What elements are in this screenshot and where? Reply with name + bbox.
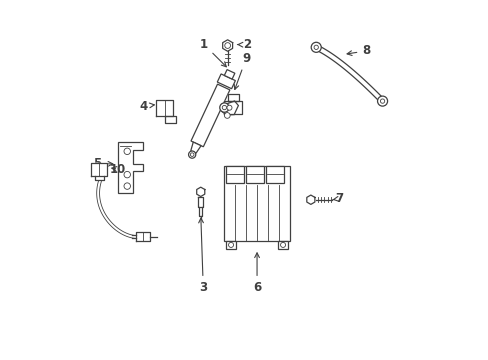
Polygon shape: [220, 101, 238, 115]
Polygon shape: [224, 101, 242, 114]
Polygon shape: [91, 163, 107, 176]
Polygon shape: [196, 187, 204, 197]
Circle shape: [380, 99, 384, 103]
Circle shape: [228, 242, 233, 247]
Polygon shape: [222, 40, 232, 51]
Polygon shape: [117, 141, 142, 193]
Circle shape: [280, 242, 285, 247]
Bar: [277, 241, 288, 249]
Bar: [224, 166, 290, 241]
Circle shape: [313, 45, 318, 49]
Bar: [265, 166, 284, 183]
Polygon shape: [136, 232, 150, 241]
Circle shape: [224, 113, 230, 118]
Text: 6: 6: [252, 253, 261, 294]
Circle shape: [222, 105, 226, 110]
Text: 1: 1: [200, 38, 226, 67]
Circle shape: [219, 103, 228, 112]
Bar: [225, 241, 236, 249]
Text: 8: 8: [346, 44, 370, 57]
Polygon shape: [165, 116, 175, 123]
Circle shape: [377, 96, 387, 106]
Polygon shape: [190, 142, 201, 153]
Text: 2: 2: [237, 38, 250, 51]
Circle shape: [310, 42, 321, 52]
Circle shape: [190, 153, 194, 156]
Polygon shape: [306, 195, 314, 204]
Text: 7: 7: [332, 192, 343, 205]
Polygon shape: [191, 84, 229, 147]
Polygon shape: [217, 74, 235, 89]
Circle shape: [124, 183, 130, 189]
Polygon shape: [95, 176, 103, 180]
Polygon shape: [227, 94, 238, 101]
Bar: [245, 166, 264, 183]
Polygon shape: [156, 100, 173, 116]
Polygon shape: [224, 69, 234, 79]
Circle shape: [226, 105, 231, 110]
Text: 3: 3: [198, 218, 207, 294]
Text: 4: 4: [139, 100, 154, 113]
Circle shape: [124, 148, 130, 154]
Bar: [225, 166, 244, 183]
Circle shape: [224, 42, 230, 48]
Text: 10: 10: [110, 163, 126, 176]
Polygon shape: [199, 207, 202, 216]
Circle shape: [188, 151, 195, 158]
Text: 9: 9: [234, 51, 250, 89]
Polygon shape: [198, 197, 203, 207]
Circle shape: [124, 171, 130, 178]
Text: 5: 5: [93, 157, 113, 170]
